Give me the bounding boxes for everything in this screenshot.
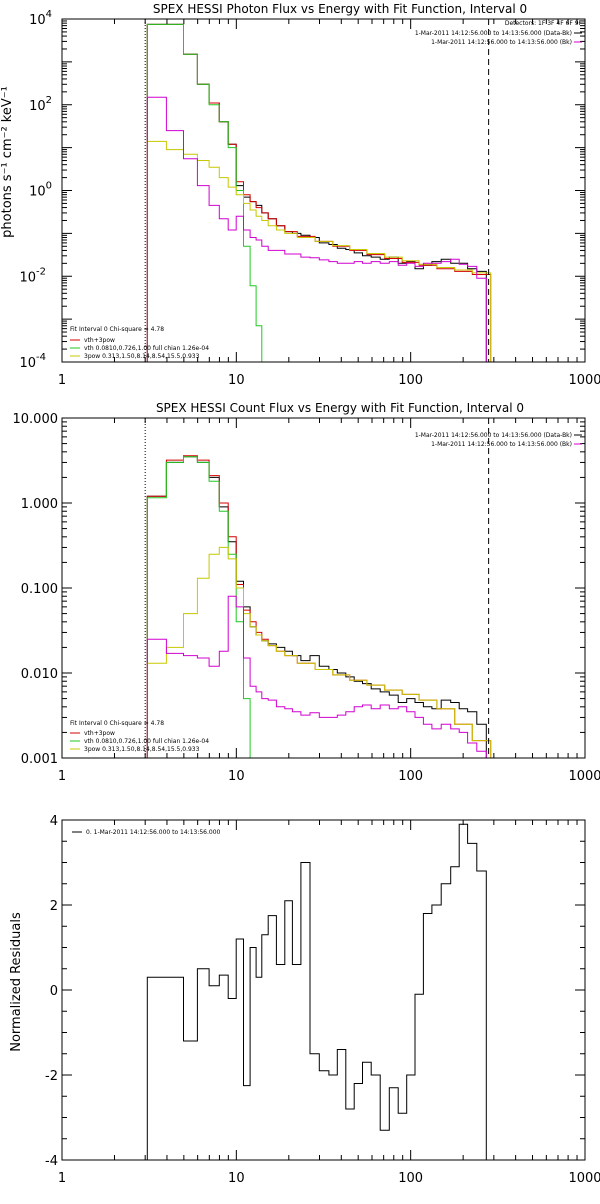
series-line-vth-3pow [147,456,490,784]
photon-flux-title: SPEX HESSI Photon Flux vs Energy with Fi… [153,2,527,16]
y-tick-label: 0.100 [21,582,58,597]
legend-data-bk: 1-Mar-2011 14:12:56.000 to 14:13:56.000 … [415,30,572,37]
photon-flux-legend-bottom-left: Fit Interval 0 Chi-square = 4.78 vth+3po… [70,326,209,360]
count-flux-legend-bottom-left: Fit Interval 0 Chi-square = 4.78 vth+3po… [70,720,209,753]
y-tick-label: -4 [45,1154,58,1169]
x-tick-label: 100 [398,769,423,784]
y-tick-label: 104 [29,9,52,28]
y-tick-label: 10-2 [19,266,46,285]
count-flux-legend-top-right: 1-Mar-2011 14:12:56.000 to 14:13:56.000 … [415,432,582,448]
y-tick-label: 10.000 [13,412,59,427]
legend-fit-interval: Fit Interval 0 Chi-square = 4.78 [70,326,164,333]
x-tick-label: 1 [58,373,66,388]
y-tick-label: 10-4 [19,352,46,371]
y-tick-label: 0 [50,984,58,999]
axes-frame [62,418,585,758]
residuals-legend-label: 0. 1-Mar-2011 14:12:56.000 to 14:13:56.0… [86,829,221,836]
residuals-plot [147,824,486,1200]
x-tick-label: 1000 [568,373,600,388]
x-tick-label: 1000 [568,769,600,784]
y-tick-label: -2 [45,1069,58,1084]
count-flux-axes [62,418,585,758]
y-tick-label: 2 [50,899,58,914]
x-tick-label: 100 [398,373,423,388]
count-flux-panel: SPEX HESSI Count Flux vs Energy with Fit… [13,401,600,784]
series-line-vth [147,24,267,375]
series-line-data-bk [147,457,486,784]
y-tick-label: 100 [29,181,52,200]
series-line-0-1-mar-2011-14-12-56-000-to-14-13-56-000 [147,824,486,1200]
residuals-axes [62,820,585,1160]
x-tick-label: 10 [228,1171,245,1186]
y-tick-label: 102 [29,95,52,114]
axes-frame [62,19,585,362]
x-tick-label: 1 [58,769,66,784]
legend-vth: vth 0.0810,0.726,1.00 full chian 1.26e-0… [84,345,209,352]
count-flux-tick-labels: 1 10 100 1000 0.001 0.010 0.100 1.000 10.000 [13,412,600,784]
legend-3pow: 3pow 0.313,1.50,8.14,8.54,15.5,0.933 [84,746,200,753]
x-tick-label: 10 [228,769,245,784]
y-tick-label: 0.010 [21,667,58,682]
x-tick-label: 1000 [568,1171,600,1186]
y-tick-label: 0.001 [21,752,58,767]
photon-flux-axes [62,19,585,362]
photon-flux-legend-top-right: Detectors: 1F 3F 4F 6F 9F 1-Mar-2011 14:… [415,20,583,46]
residuals-legend: 0. 1-Mar-2011 14:12:56.000 to 14:13:56.0… [72,829,221,836]
legend-vth3pow: vth+3pow [84,730,115,737]
legend-vth3pow: vth+3pow [84,337,115,344]
legend-data-bk: 1-Mar-2011 14:12:56.000 to 14:13:56.000 … [415,432,572,439]
residuals-ylabel: Normalized Residuals [9,912,24,1052]
series-line-data-bk [147,24,486,375]
residuals-panel: Normalized Residuals 1 10 100 1000 -4 -2 0 2 4 0… [9,814,600,1200]
legend-vth: vth 0.0810,0.726,1.00 full chian 1.26e-0… [84,738,209,745]
x-tick-label: 1 [58,1171,66,1186]
series-line-vth [147,457,256,784]
legend-detectors: Detectors: 1F 3F 4F 6F 9F [505,20,583,27]
axes-frame [62,820,585,1160]
legend-bk: 1-Mar-2011 14:12:56.000 to 14:13:56.000 … [431,441,572,448]
photon-flux-ylabel: photons s⁻¹ cm⁻² keV⁻¹ [0,86,15,238]
series-line-vth-3pow [147,24,490,375]
x-tick-label: 10 [228,373,245,388]
y-tick-label: 1.000 [21,497,58,512]
count-flux-plot [145,418,491,784]
x-tick-label: 100 [398,1171,423,1186]
count-flux-title: SPEX HESSI Count Flux vs Energy with Fit… [156,401,524,415]
residuals-tick-labels: 1 10 100 1000 -4 -2 0 2 4 [45,814,600,1186]
legend-bk: 1-Mar-2011 14:12:56.000 to 14:13:56.000 … [431,39,572,46]
photon-flux-panel: SPEX HESSI Photon Flux vs Energy with Fi… [0,2,600,388]
y-tick-label: 4 [50,814,58,829]
photon-flux-plot [145,19,491,375]
legend-3pow: 3pow 0.313,1.50,8.14,8.54,15.5,0.933 [84,353,200,360]
legend-fit-interval: Fit Interval 0 Chi-square = 4.78 [70,720,164,727]
series-line-bk [147,97,486,375]
